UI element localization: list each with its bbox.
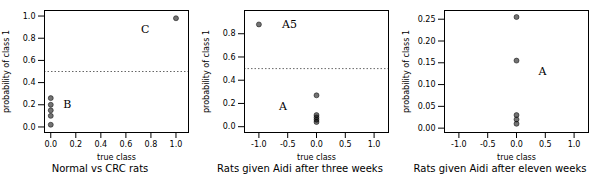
svg-text:B: B <box>63 98 71 111</box>
svg-text:0.0: 0.0 <box>310 140 323 149</box>
svg-text:true class: true class <box>97 153 136 162</box>
svg-text:0.4: 0.4 <box>23 78 36 87</box>
svg-text:0.0: 0.0 <box>23 123 36 132</box>
svg-text:0.5: 0.5 <box>539 140 552 149</box>
svg-text:true class: true class <box>497 153 536 162</box>
svg-text:0.6: 0.6 <box>23 56 36 65</box>
svg-text:0.0: 0.0 <box>44 140 57 149</box>
svg-text:-0.5: -0.5 <box>480 140 496 149</box>
svg-text:C: C <box>141 23 149 36</box>
svg-text:0.4: 0.4 <box>223 76 236 85</box>
svg-text:-1.0: -1.0 <box>251 140 267 149</box>
html-text:Normal vs CRC rats: Normal vs CRC rats <box>51 163 149 174</box>
svg-text:-1.0: -1.0 <box>451 140 467 149</box>
svg-text:probability of class 1: probability of class 1 <box>2 30 11 113</box>
svg-text:0.00: 0.00 <box>418 124 436 133</box>
svg-text:0.25: 0.25 <box>418 15 436 24</box>
svg-text:0.0: 0.0 <box>510 140 523 149</box>
svg-text:A: A <box>278 100 288 113</box>
svg-text:A5: A5 <box>281 18 297 31</box>
svg-text:0.15: 0.15 <box>418 58 436 67</box>
svg-text:0.05: 0.05 <box>418 102 436 111</box>
svg-text:-0.5: -0.5 <box>280 140 296 149</box>
html-text:Rats given Aidi after three we: Rats given Aidi after three weeks <box>217 163 383 174</box>
svg-text:true class: true class <box>297 153 336 162</box>
svg-text:probability of class 1: probability of class 1 <box>202 30 211 113</box>
svg-text:1.0: 1.0 <box>368 140 381 149</box>
svg-text:0.20: 0.20 <box>418 37 436 46</box>
svg-text:1.0: 1.0 <box>170 140 183 149</box>
svg-text:0.4: 0.4 <box>94 140 107 149</box>
svg-text:0.5: 0.5 <box>339 140 352 149</box>
svg-text:0.2: 0.2 <box>223 99 236 108</box>
svg-text:1.0: 1.0 <box>23 12 36 21</box>
svg-text:0.8: 0.8 <box>223 29 236 38</box>
svg-text:0.10: 0.10 <box>418 80 436 89</box>
svg-text:0.2: 0.2 <box>23 100 36 109</box>
html-text:Rats given Aidi after eleven w: Rats given Aidi after eleven weeks <box>413 163 587 174</box>
svg-text:0.2: 0.2 <box>69 140 82 149</box>
svg-text:0.8: 0.8 <box>23 34 36 43</box>
svg-text:probability of class 1: probability of class 1 <box>402 30 411 113</box>
svg-text:A: A <box>537 65 547 78</box>
svg-text:0.6: 0.6 <box>120 140 133 149</box>
svg-text:0.6: 0.6 <box>223 53 236 62</box>
svg-text:0.8: 0.8 <box>145 140 158 149</box>
svg-text:1.0: 1.0 <box>568 140 581 149</box>
svg-text:0.0: 0.0 <box>223 122 236 131</box>
